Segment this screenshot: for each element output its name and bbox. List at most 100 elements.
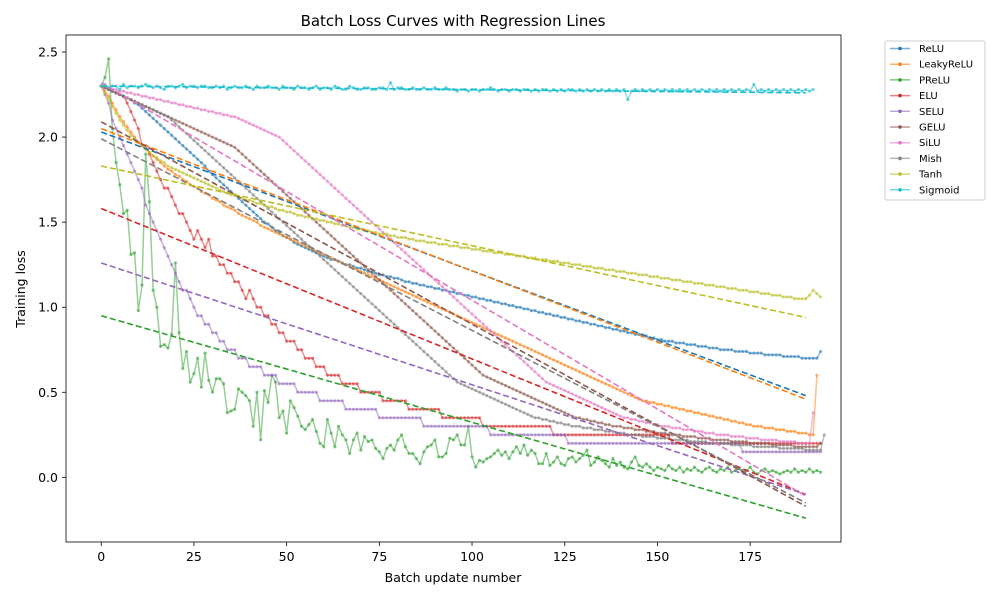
data-point	[589, 322, 593, 326]
data-point	[247, 217, 252, 221]
data-point	[444, 339, 448, 343]
data-point	[218, 200, 222, 204]
data-point	[481, 460, 485, 464]
data-point	[259, 201, 263, 206]
data-point	[314, 217, 318, 221]
data-point	[748, 450, 752, 454]
data-point	[692, 440, 697, 444]
data-point	[247, 206, 252, 211]
data-point	[744, 436, 749, 440]
data-point	[288, 382, 292, 386]
data-point	[744, 443, 749, 447]
data-point	[607, 383, 611, 388]
data-point	[585, 417, 589, 422]
data-point	[555, 259, 559, 263]
data-point	[730, 348, 734, 352]
data-point	[503, 302, 508, 306]
data-point	[759, 438, 763, 442]
data-point	[162, 186, 166, 190]
data-point	[526, 363, 530, 367]
data-point	[477, 247, 482, 251]
data-point	[466, 424, 470, 428]
data-point	[544, 451, 548, 456]
data-point	[455, 244, 459, 248]
data-point	[737, 443, 741, 447]
data-point	[618, 424, 622, 428]
data-point	[681, 428, 686, 432]
data-point	[144, 109, 148, 114]
data-point	[522, 443, 526, 447]
data-point	[374, 271, 378, 275]
data-point	[370, 271, 374, 275]
data-point	[548, 356, 552, 360]
data-point	[559, 421, 563, 425]
data-point	[770, 293, 775, 297]
data-point	[670, 441, 674, 445]
data-point	[396, 244, 400, 248]
data-point	[437, 281, 441, 285]
data-point	[659, 402, 663, 406]
data-point	[377, 416, 381, 420]
data-point	[819, 295, 823, 299]
data-point	[170, 101, 174, 105]
data-point	[629, 417, 634, 422]
data-point	[529, 89, 533, 93]
data-point	[507, 404, 511, 408]
data-point	[485, 457, 489, 461]
data-point	[225, 87, 229, 92]
data-point	[537, 433, 541, 437]
data-point	[730, 443, 734, 447]
data-point	[678, 407, 682, 411]
data-point	[233, 280, 237, 284]
data-point	[170, 195, 174, 199]
data-point	[225, 205, 229, 209]
data-point	[596, 441, 600, 445]
data-point	[781, 295, 786, 299]
data-point	[418, 315, 422, 320]
data-point	[259, 169, 263, 173]
data-point	[155, 169, 159, 173]
data-point	[503, 433, 508, 437]
data-point	[385, 416, 389, 420]
data-point	[526, 412, 530, 416]
data-point	[566, 412, 571, 416]
data-point	[207, 322, 211, 326]
data-point	[281, 138, 285, 143]
data-point	[722, 285, 726, 289]
data-point	[329, 183, 333, 187]
data-point	[537, 310, 541, 314]
data-point	[403, 280, 407, 284]
data-point	[133, 92, 137, 97]
data-point	[125, 125, 129, 129]
data-point	[292, 382, 296, 386]
data-point	[819, 470, 823, 474]
data-point	[655, 87, 660, 92]
data-point	[633, 433, 637, 437]
data-point	[626, 441, 630, 445]
data-point	[329, 234, 333, 238]
data-point	[644, 421, 648, 425]
data-point	[692, 434, 697, 439]
data-point	[681, 341, 686, 345]
data-point	[225, 348, 229, 352]
data-point	[796, 470, 800, 474]
data-point	[789, 446, 793, 451]
data-point	[448, 373, 452, 377]
data-point	[325, 261, 330, 265]
data-point	[692, 281, 697, 285]
data-point	[429, 326, 433, 330]
data-point	[566, 457, 571, 461]
data-point	[362, 271, 367, 275]
data-point	[222, 339, 226, 343]
data-point	[463, 293, 467, 297]
data-point	[214, 137, 218, 141]
data-point	[707, 283, 711, 287]
data-point	[755, 445, 760, 449]
data-point	[196, 128, 200, 132]
data-point	[210, 184, 215, 189]
data-point	[299, 213, 304, 217]
data-point	[463, 356, 467, 360]
data-point	[689, 468, 693, 473]
data-point	[600, 266, 604, 270]
data-point	[140, 186, 144, 190]
